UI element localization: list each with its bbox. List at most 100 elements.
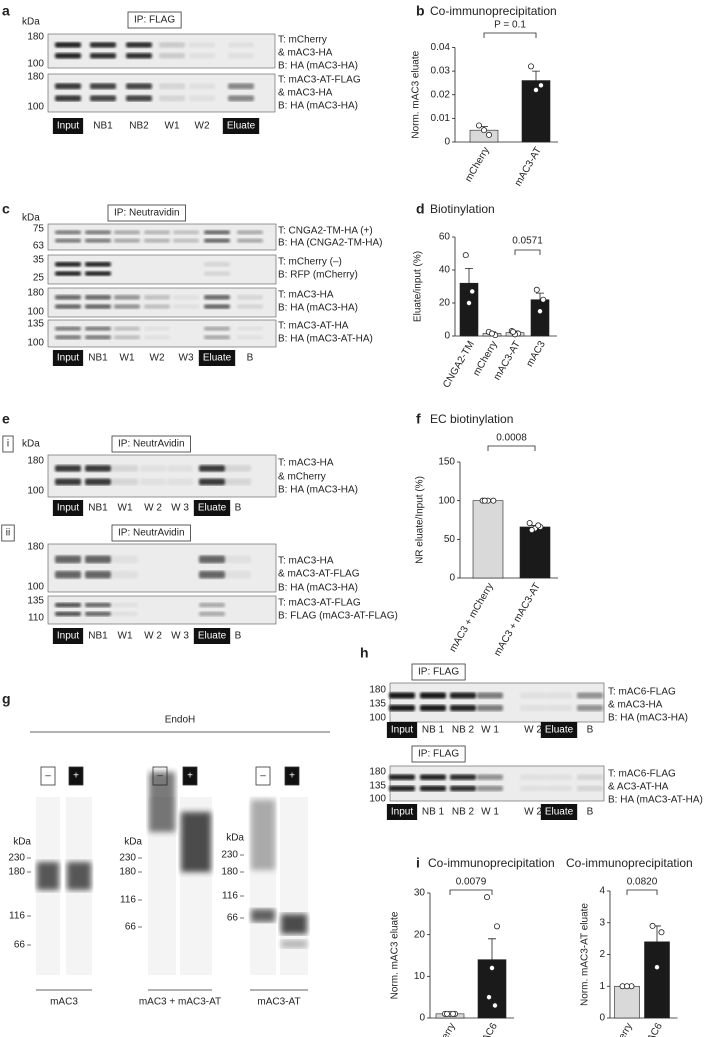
y-tick-label: 0.03 — [431, 66, 451, 77]
band — [144, 304, 170, 309]
ip-label: IP: NeutrAvidin — [118, 439, 185, 450]
band — [173, 238, 199, 243]
gel-smear — [251, 800, 275, 870]
data-point — [465, 299, 472, 306]
lane-highlight — [386, 804, 418, 820]
mw-marker: 180 — [27, 542, 44, 553]
lane-highlight — [540, 722, 578, 738]
ip-box — [411, 745, 466, 763]
band — [126, 42, 152, 48]
data-point — [449, 1010, 456, 1017]
band — [199, 478, 225, 486]
lane-highlight — [52, 500, 84, 516]
panel-letter: d — [416, 201, 425, 217]
y-tick-label: 0 — [444, 331, 450, 342]
mw-marker: 63 — [33, 241, 45, 252]
lane-label: W 2 — [524, 807, 542, 818]
band — [55, 478, 81, 486]
mw-marker: 180 — [369, 685, 386, 696]
bar — [614, 985, 640, 1019]
y-axis-label: Norm. mAC3 eluate — [390, 911, 401, 999]
mw-marker: 230 — [8, 853, 25, 864]
band — [173, 294, 199, 300]
band — [389, 704, 415, 712]
y-tick-label: 30 — [414, 888, 426, 899]
data-point — [528, 527, 535, 534]
band — [159, 95, 185, 102]
blot — [47, 223, 277, 251]
mw-marker: 75 — [33, 224, 45, 235]
lane-label: Eluate — [198, 631, 227, 642]
band — [55, 555, 81, 564]
mw-marker: 116 — [9, 911, 25, 922]
significance-bracket — [487, 445, 536, 451]
band — [237, 230, 263, 235]
lane-highlight — [193, 628, 231, 644]
lane-label: Eluate — [203, 353, 232, 364]
significance-bracket — [483, 32, 537, 38]
band — [112, 602, 138, 608]
data-point — [528, 63, 535, 70]
panel-letter: h — [360, 645, 369, 661]
band — [520, 692, 546, 699]
kda-label: kDa — [22, 17, 40, 28]
panel-letter: b — [416, 3, 425, 19]
band — [85, 326, 111, 331]
y-tick-label: 0.01 — [431, 113, 451, 124]
ip-label: IP: FLAG — [418, 749, 459, 760]
blot-label: B: HA (mAC3-AT-HA) — [608, 795, 703, 806]
lane-label: W1 — [120, 353, 135, 364]
panel-letter: a — [2, 3, 10, 19]
blot — [389, 765, 605, 802]
band — [126, 83, 152, 90]
band — [114, 335, 140, 340]
band — [237, 238, 263, 243]
band — [126, 53, 152, 59]
band — [55, 271, 81, 276]
lane-label: Input — [57, 353, 79, 364]
band — [420, 704, 446, 712]
ip-label: IP: FLAG — [134, 15, 175, 26]
p-value: 0.0820 — [627, 877, 658, 888]
treatment-sign: – — [45, 771, 51, 782]
band — [90, 95, 116, 102]
lane-label: NB1 — [88, 503, 108, 514]
band — [189, 95, 215, 102]
sign-box — [284, 766, 300, 786]
mw-marker: 100 — [27, 338, 44, 349]
p-value: P = 0.1 — [494, 20, 526, 31]
lane-label: NB 1 — [422, 725, 445, 736]
blot — [47, 33, 276, 69]
lane-highlight — [52, 118, 84, 134]
lane-label: W 1 — [481, 725, 499, 736]
kda-label: kDa — [124, 837, 142, 848]
mw-marker: 135 — [27, 596, 44, 607]
error-bar — [465, 267, 473, 284]
band — [477, 704, 503, 712]
band — [450, 692, 476, 699]
blot — [47, 73, 276, 113]
band — [237, 294, 263, 300]
mw-marker: 180 — [27, 32, 44, 43]
band — [55, 238, 81, 243]
mw-marker: 180 — [27, 72, 44, 83]
blot-label: B: HA (mAC3-HA) — [278, 485, 358, 496]
y-tick-label: 150 — [438, 457, 455, 468]
lane-label: Input — [57, 631, 79, 642]
band — [577, 774, 603, 780]
x-tick-label: mAC3 + mAC3-AT — [492, 581, 543, 658]
data-point — [526, 520, 533, 527]
band — [55, 611, 81, 617]
band — [144, 326, 170, 331]
mw-marker: 135 — [369, 699, 386, 710]
band — [144, 294, 170, 300]
mw-marker: 35 — [33, 255, 45, 266]
band — [114, 230, 140, 235]
band — [90, 83, 116, 90]
y-tick-label: 60 — [439, 232, 451, 243]
x-tick-label: mAC6 — [476, 1021, 500, 1037]
band — [389, 785, 415, 792]
y-tick-label: 100 — [438, 495, 455, 506]
band — [159, 53, 185, 59]
